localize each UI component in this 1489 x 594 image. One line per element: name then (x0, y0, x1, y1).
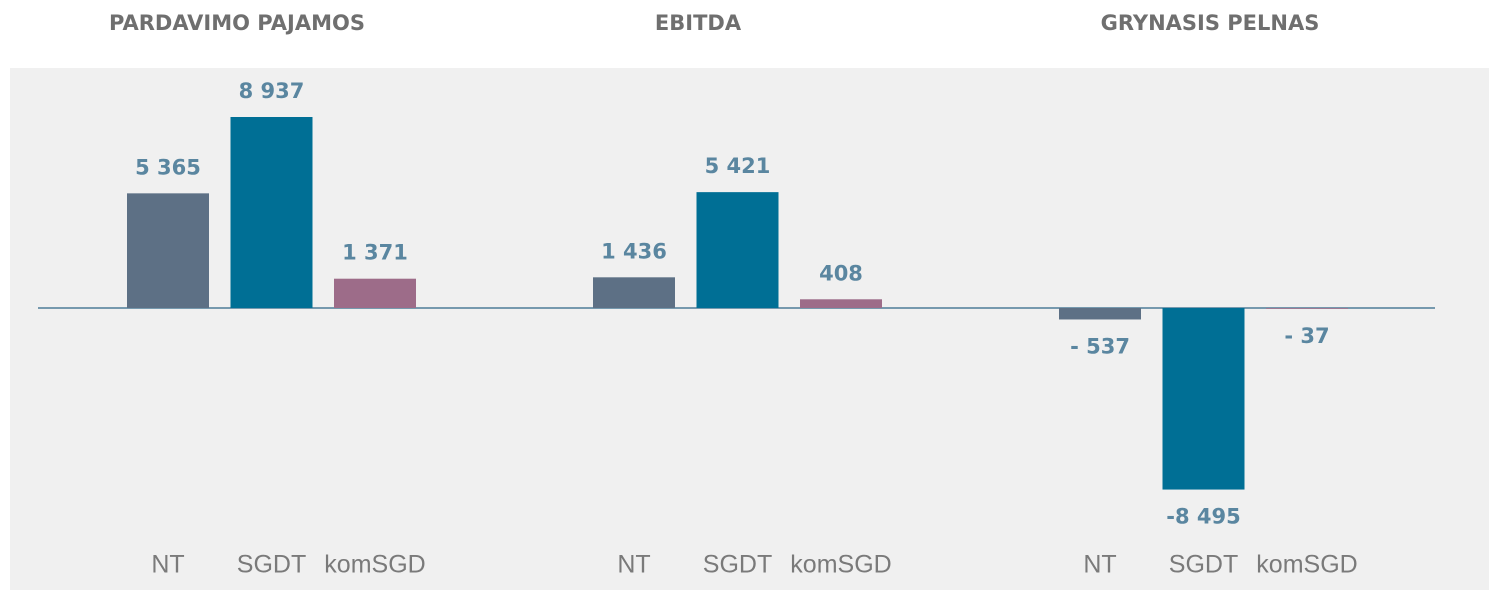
category-label: komSGD (790, 551, 891, 579)
category-label: komSGD (1256, 551, 1357, 579)
value-label: 5 421 (705, 154, 771, 178)
category-label: komSGD (324, 551, 425, 579)
bar (1059, 308, 1141, 320)
value-label: -8 495 (1166, 505, 1240, 529)
category-label: NT (151, 551, 184, 579)
value-label: 1 436 (601, 239, 667, 263)
bar (696, 192, 779, 308)
value-label: 1 371 (342, 241, 408, 265)
value-label: 8 937 (239, 79, 305, 103)
bar (1162, 308, 1245, 490)
category-label: SGDT (237, 551, 306, 579)
value-label: - 537 (1070, 334, 1130, 358)
bar (127, 193, 209, 308)
category-label: NT (1083, 551, 1116, 579)
value-label: - 37 (1284, 324, 1329, 348)
category-label: SGDT (1169, 551, 1238, 579)
category-label: NT (617, 551, 650, 579)
category-label: SGDT (703, 551, 772, 579)
bar (230, 117, 313, 308)
value-label: 408 (819, 261, 863, 285)
chart-title: GRYNASIS PELNAS (1101, 11, 1320, 35)
bar (593, 277, 675, 308)
value-label: 5 365 (135, 155, 201, 179)
chart-title: PARDAVIMO PAJAMOS (109, 11, 365, 35)
bar (1266, 308, 1348, 309)
bar (800, 299, 882, 308)
bar (334, 278, 416, 308)
chart-title: EBITDA (655, 11, 742, 35)
